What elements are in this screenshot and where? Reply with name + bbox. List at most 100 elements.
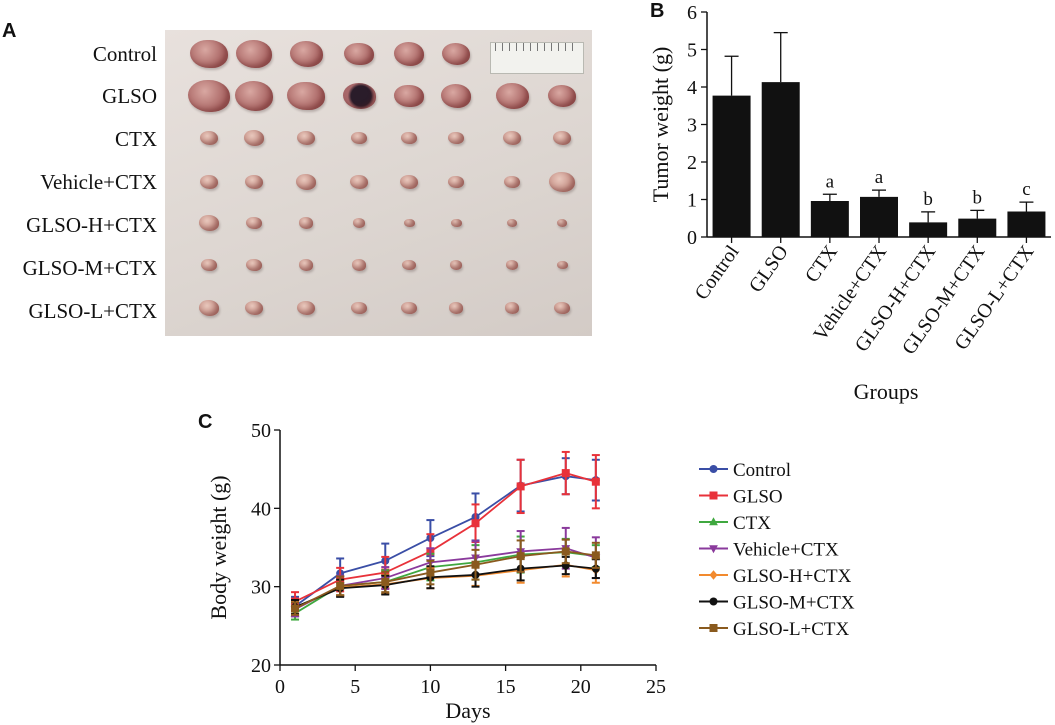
tumor-sample: [289, 41, 323, 67]
tumor-sample: [447, 131, 465, 145]
data-point: [516, 552, 525, 561]
x-tick-label: 10: [420, 676, 440, 698]
tumor-sample: [200, 131, 218, 145]
legend-label: Vehicle+CTX: [733, 540, 839, 561]
data-point: [471, 560, 480, 569]
tumor-sample: [503, 175, 521, 189]
x-tick-label: 25: [646, 676, 666, 698]
legend-item-glso-m-ctx: GLSO-M+CTX: [699, 593, 855, 614]
data-point: [561, 469, 570, 478]
significance-label: a: [826, 171, 835, 192]
row-label-control: Control: [92, 42, 157, 66]
tumor-sample: [351, 259, 367, 271]
bar: [860, 196, 898, 237]
tumor-sample: [441, 42, 471, 66]
tumor-sample: [448, 302, 464, 314]
row-label-glso-h-ctx: GLSO-H+CTX: [26, 213, 157, 237]
data-point: [291, 604, 300, 613]
tumor-sample: [552, 130, 572, 146]
tumor-sample: [244, 130, 264, 146]
legend-marker: [709, 545, 718, 554]
x-tick-label: 0: [275, 676, 285, 698]
data-point: [561, 547, 570, 556]
x-tick-label: CTX: [801, 241, 842, 287]
y-tick-label: 20: [251, 655, 271, 677]
row-label-vehicle-ctx: Vehicle+CTX: [40, 170, 157, 194]
y-tick-label: 3: [687, 115, 697, 137]
tumor-sample: [547, 84, 577, 108]
y-axis-title: Tumor weight (g): [648, 47, 673, 203]
tumor-sample: [298, 259, 314, 271]
x-tick-label: GLSO: [745, 241, 793, 296]
data-point: [471, 519, 480, 528]
tumor-sample: [507, 219, 517, 227]
tumor-sample: [244, 174, 264, 190]
tumor-sample: [199, 215, 219, 231]
bar: [810, 201, 849, 237]
body-weight-line-chart: 20 30 40 50 0 5 10 15 20 25 Body weight (g) Days Con…: [206, 420, 855, 723]
tumor-sample: [298, 217, 314, 229]
y-tick-label: 1: [687, 190, 697, 212]
x-tick-label: Control: [691, 241, 744, 304]
series-line: [294, 475, 596, 607]
row-label-ctx: CTX: [115, 127, 157, 151]
y-tick-label: 5: [687, 40, 697, 62]
legend-label: Control: [733, 460, 791, 481]
tumor-sample: [393, 42, 425, 66]
tumor-sample: [188, 79, 230, 113]
tumor-sample: [297, 301, 315, 315]
data-point: [516, 482, 525, 491]
legend-marker: [709, 597, 718, 606]
data-point: [591, 551, 600, 560]
y-tick-label: 6: [687, 2, 697, 24]
y-tick-label: 30: [251, 577, 271, 599]
panel-a-label: A: [2, 20, 17, 42]
tumor-sample: [246, 217, 262, 229]
series-glso-l-ctx: [291, 538, 600, 616]
legend-marker: [709, 570, 718, 580]
tumor-sample: [244, 300, 264, 316]
tumor-sample: [350, 301, 368, 315]
y-tick-label: 4: [687, 77, 697, 99]
legend-marker: [709, 517, 718, 526]
x-axis-title: Groups: [854, 379, 919, 404]
tumor-sample: [344, 42, 374, 66]
tumor-sample: [400, 175, 418, 189]
legend-label: GLSO-L+CTX: [733, 619, 850, 640]
bar: [1007, 211, 1046, 237]
legend-marker: [709, 491, 718, 500]
y-tick-label: 40: [251, 498, 271, 520]
x-tick-label: 5: [350, 676, 360, 698]
data-point: [591, 477, 600, 486]
legend-item-glso-l-ctx: GLSO-L+CTX: [699, 619, 850, 640]
legend-item-control: Control: [699, 460, 791, 481]
tumor-sample: [503, 131, 521, 145]
tumor-sample: [556, 260, 568, 270]
significance-label: b: [973, 187, 983, 208]
legend-label: GLSO-M+CTX: [733, 593, 855, 614]
tumor-sample: [236, 40, 272, 68]
tumor-sample: [400, 131, 418, 145]
tumor-sample: [447, 175, 465, 189]
panel-b-label: B: [650, 0, 665, 22]
tumor-sample: [350, 131, 368, 145]
significance-label: c: [1022, 179, 1030, 200]
significance-label: a: [875, 167, 884, 188]
tumor-sample: [548, 171, 576, 193]
legend-item-ctx: CTX: [699, 513, 771, 534]
legend-label: CTX: [733, 513, 771, 534]
tumor-sample: [199, 174, 219, 190]
series-line: [294, 550, 596, 610]
tumor-sample: [504, 302, 520, 314]
x-axis-title: Days: [445, 698, 490, 723]
tumor-sample: [557, 219, 567, 227]
bar: [712, 95, 751, 237]
tumor-sample: [199, 300, 219, 316]
tumor-sample: [349, 174, 369, 190]
y-tick-label: 0: [687, 227, 697, 249]
data-point: [336, 581, 345, 590]
legend-label: GLSO: [733, 487, 783, 508]
bar: [958, 218, 997, 237]
tumor-sample: [402, 259, 416, 271]
legend-item-glso: GLSO: [699, 487, 783, 508]
